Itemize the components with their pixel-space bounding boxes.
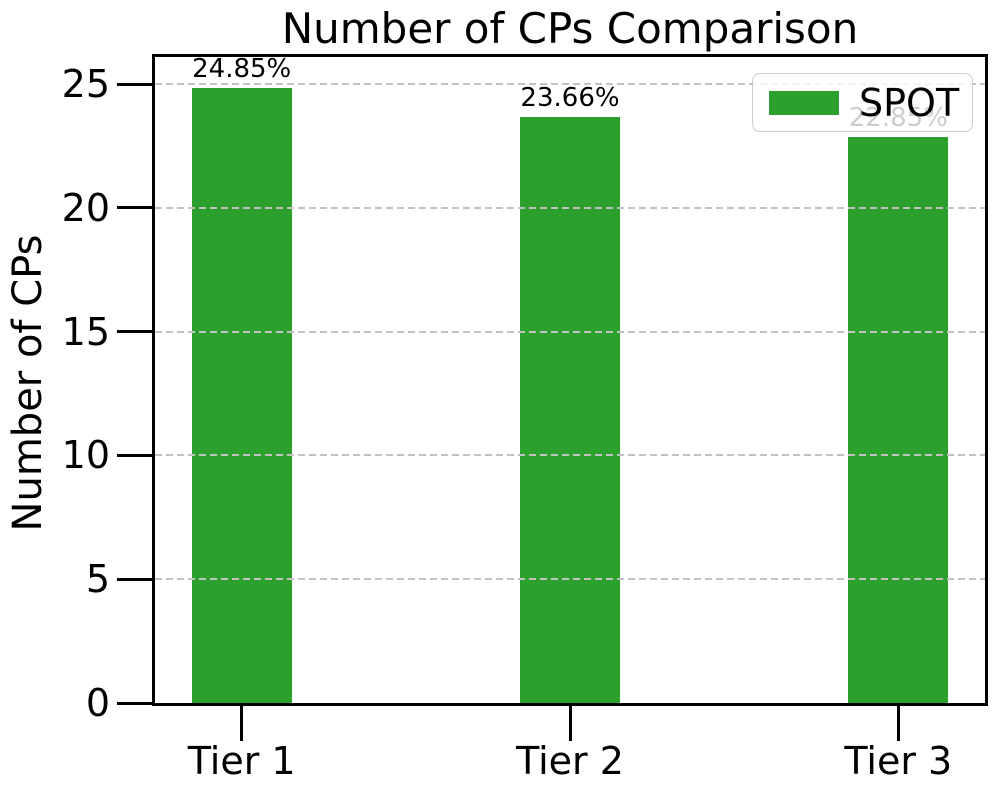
y-tick-label: 15 — [61, 309, 110, 354]
x-tick-label: Tier 2 — [516, 739, 624, 783]
x-tick-label: Tier 3 — [844, 739, 953, 783]
chart-title: Number of CPs Comparison — [281, 4, 859, 53]
y-tick-mark — [117, 453, 152, 457]
y-tick-label: 20 — [61, 185, 110, 230]
legend: SPOT — [752, 73, 973, 132]
plot-inner: 24.85%23.66%22.85% — [155, 56, 985, 703]
y-tick-mark — [117, 577, 152, 581]
gridline — [155, 578, 985, 581]
x-tick-mark — [896, 706, 900, 741]
bar-value-label: 24.85% — [192, 53, 292, 84]
legend-swatch-icon — [769, 90, 839, 115]
y-tick-mark — [117, 701, 152, 705]
bar-tier-2 — [520, 117, 620, 703]
y-tick-label: 25 — [61, 62, 110, 107]
y-tick-label: 0 — [85, 681, 110, 725]
bar-tier-1 — [191, 87, 292, 703]
gridline — [155, 330, 985, 333]
x-tick-mark — [240, 706, 244, 741]
y-tick-mark — [117, 330, 152, 334]
y-tick-label: 10 — [61, 433, 110, 478]
x-tick-label: Tier 1 — [187, 739, 296, 783]
x-tick-mark — [568, 706, 572, 741]
y-tick-mark — [117, 82, 152, 86]
y-tick-mark — [117, 206, 152, 210]
bar-value-label: 23.66% — [520, 83, 620, 114]
bar-tier-3 — [848, 137, 949, 703]
y-tick-label: 5 — [85, 557, 110, 602]
plot-area: 24.85%23.66%22.85% — [152, 54, 988, 706]
gridline — [155, 206, 985, 209]
y-axis-label: Number of CPs — [5, 234, 51, 532]
legend-label: SPOT — [859, 80, 960, 125]
gridline — [155, 83, 985, 86]
gridline — [155, 454, 985, 457]
